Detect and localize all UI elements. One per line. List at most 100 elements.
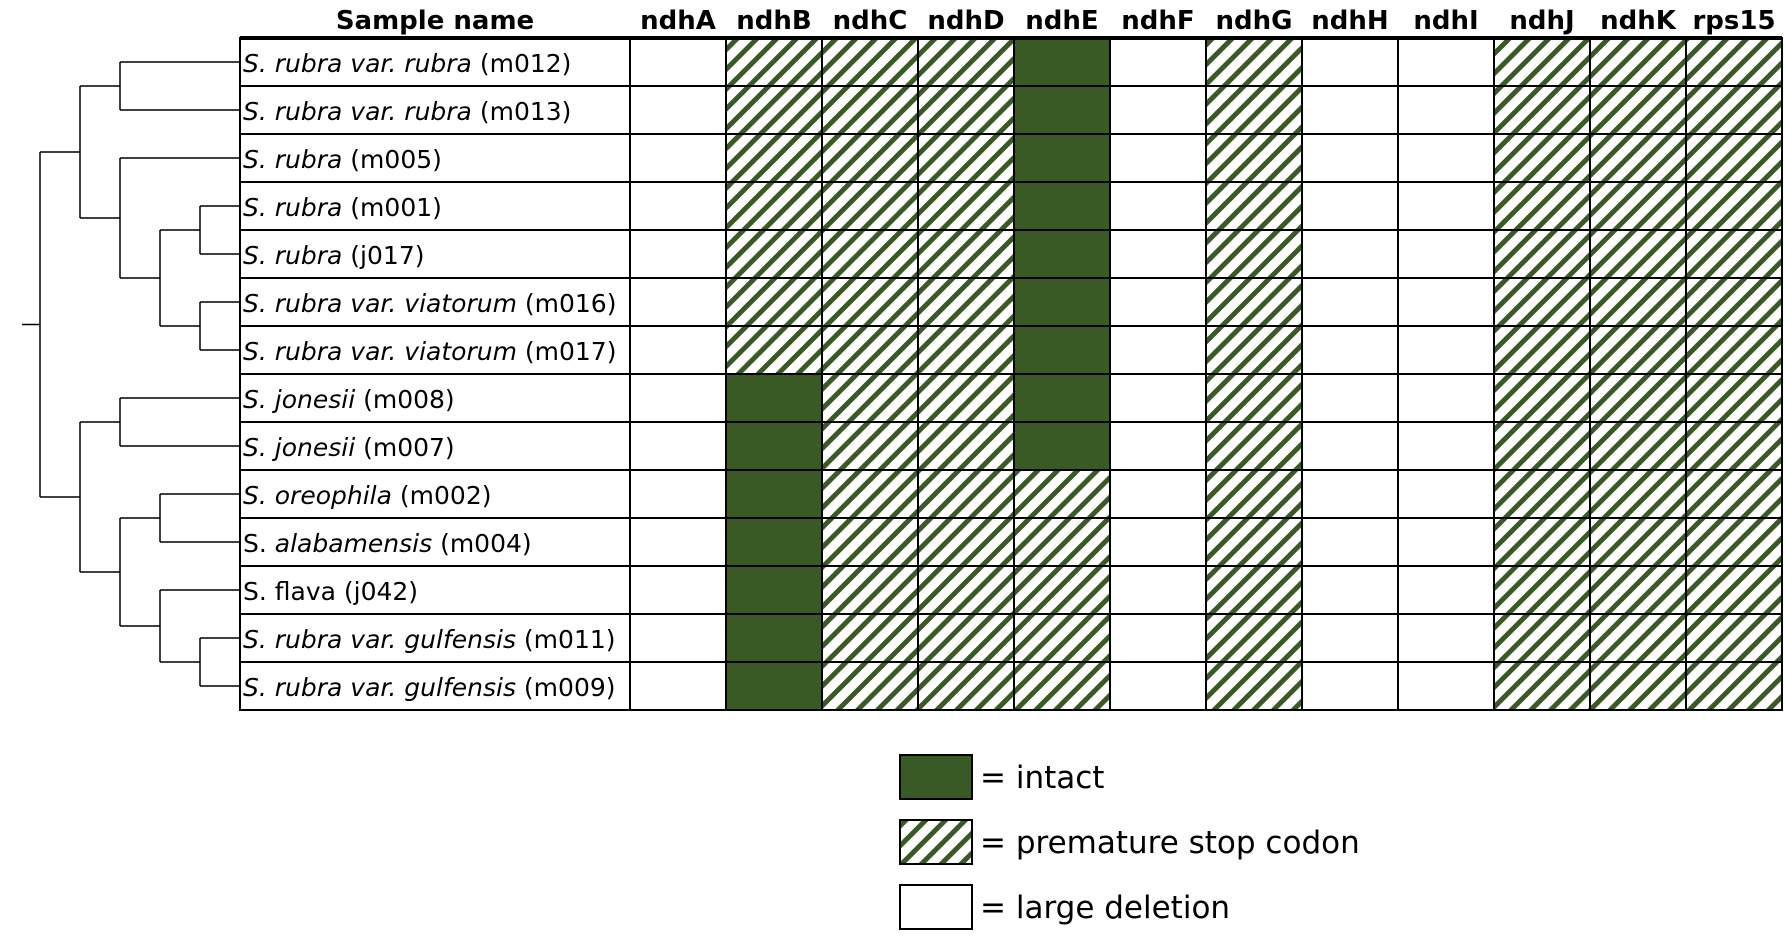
status-cell-ndhI-deletion xyxy=(1397,421,1495,471)
gene-header-ndhJ: ndhJ xyxy=(1509,6,1574,36)
sample-name-cell xyxy=(239,661,631,711)
status-cell-ndhB-stop xyxy=(725,229,823,279)
status-cell-ndhE-intact xyxy=(1013,229,1111,279)
status-cell-ndhG-stop xyxy=(1205,373,1303,423)
sample-name-part: (m004) xyxy=(432,529,532,558)
table-row: S. rubra var. viatorum (m017) xyxy=(239,325,1783,375)
table-row: S. rubra var. rubra (m012) xyxy=(239,37,1783,87)
status-cell-ndhC-stop xyxy=(821,373,919,423)
sample-name-cell xyxy=(239,421,631,471)
status-cell-ndhH-deletion xyxy=(1301,565,1399,615)
status-cell-ndhD-stop xyxy=(917,37,1015,87)
status-cell-ndhC-stop xyxy=(821,661,919,711)
status-cell-ndhD-stop xyxy=(917,661,1015,711)
status-cell-ndhE-intact xyxy=(1013,85,1111,135)
legend-swatch-stop xyxy=(899,819,973,865)
status-cell-rps15-stop xyxy=(1685,229,1783,279)
sample-name-label: S. rubra var. rubra (m013) xyxy=(243,97,571,126)
sample-name-part: S. rubra var. gulfensis xyxy=(243,673,516,702)
status-cell-ndhK-stop xyxy=(1589,469,1687,519)
gene-header-ndhD: ndhD xyxy=(927,6,1004,36)
status-cell-ndhF-deletion xyxy=(1109,565,1207,615)
status-cell-ndhH-deletion xyxy=(1301,277,1399,327)
sample-name-cell xyxy=(239,37,631,87)
legend-item-deletion: = large deletion xyxy=(899,884,1230,930)
table-row: S. oreophila (m002) xyxy=(239,469,1783,519)
status-cell-ndhC-stop xyxy=(821,37,919,87)
sample-name-label: S. rubra (m005) xyxy=(243,145,442,174)
sample-name-cell xyxy=(239,181,631,231)
status-cell-ndhG-stop xyxy=(1205,661,1303,711)
table-row: S. rubra (j017) xyxy=(239,229,1783,279)
status-cell-ndhF-deletion xyxy=(1109,325,1207,375)
status-cell-ndhH-deletion xyxy=(1301,613,1399,663)
sample-name-part: (j017) xyxy=(342,241,424,270)
sample-name-cell xyxy=(239,229,631,279)
sample-name-part: S. rubra var. rubra xyxy=(243,97,472,126)
status-cell-rps15-stop xyxy=(1685,469,1783,519)
status-cell-ndhA-deletion xyxy=(629,325,727,375)
status-cell-ndhA-deletion xyxy=(629,37,727,87)
status-cell-rps15-stop xyxy=(1685,85,1783,135)
status-cell-ndhJ-stop xyxy=(1493,277,1591,327)
status-cell-rps15-stop xyxy=(1685,277,1783,327)
sample-name-part: S. jonesii xyxy=(243,433,355,462)
status-cell-ndhH-deletion xyxy=(1301,661,1399,711)
status-cell-rps15-stop xyxy=(1685,133,1783,183)
status-cell-ndhC-stop xyxy=(821,517,919,567)
gene-header-ndhC: ndhC xyxy=(833,6,908,36)
status-cell-ndhH-deletion xyxy=(1301,181,1399,231)
status-cell-ndhA-deletion xyxy=(629,517,727,567)
gene-header-ndhE: ndhE xyxy=(1025,6,1098,36)
status-cell-ndhI-deletion xyxy=(1397,517,1495,567)
status-cell-ndhH-deletion xyxy=(1301,133,1399,183)
status-cell-ndhJ-stop xyxy=(1493,373,1591,423)
status-cell-ndhG-stop xyxy=(1205,37,1303,87)
status-cell-ndhD-stop xyxy=(917,373,1015,423)
status-cell-ndhD-stop xyxy=(917,325,1015,375)
status-cell-ndhA-deletion xyxy=(629,229,727,279)
status-cell-ndhG-stop xyxy=(1205,421,1303,471)
status-cell-ndhB-intact xyxy=(725,565,823,615)
table-row: S. rubra var. viatorum (m016) xyxy=(239,277,1783,327)
legend-swatch-deletion xyxy=(899,884,973,930)
sample-name-label: S. rubra var. rubra (m012) xyxy=(243,49,571,78)
sample-name-part: alabamensis xyxy=(275,529,432,558)
status-cell-ndhG-stop xyxy=(1205,517,1303,567)
status-cell-ndhK-stop xyxy=(1589,661,1687,711)
status-cell-ndhF-deletion xyxy=(1109,421,1207,471)
sample-name-label: S. jonesii (m008) xyxy=(243,385,455,414)
status-cell-ndhH-deletion xyxy=(1301,469,1399,519)
gene-header-ndhH: ndhH xyxy=(1311,6,1388,36)
sample-name-part: S. flava (j042) xyxy=(243,577,418,606)
status-cell-ndhF-deletion xyxy=(1109,373,1207,423)
status-cell-ndhE-intact xyxy=(1013,373,1111,423)
status-cell-ndhD-stop xyxy=(917,469,1015,519)
sample-name-label: S. rubra (m001) xyxy=(243,193,442,222)
status-cell-ndhG-stop xyxy=(1205,85,1303,135)
status-cell-ndhK-stop xyxy=(1589,325,1687,375)
status-cell-ndhD-stop xyxy=(917,421,1015,471)
status-cell-ndhJ-stop xyxy=(1493,517,1591,567)
status-cell-ndhE-stop xyxy=(1013,613,1111,663)
status-cell-ndhG-stop xyxy=(1205,229,1303,279)
status-cell-ndhA-deletion xyxy=(629,373,727,423)
sample-name-label: S. oreophila (m002) xyxy=(243,481,491,510)
status-cell-ndhA-deletion xyxy=(629,181,727,231)
status-cell-ndhC-stop xyxy=(821,421,919,471)
sample-name-part: (m008) xyxy=(355,385,455,414)
status-cell-ndhH-deletion xyxy=(1301,325,1399,375)
status-cell-rps15-stop xyxy=(1685,517,1783,567)
status-cell-ndhE-stop xyxy=(1013,517,1111,567)
sample-name-part: (m013) xyxy=(472,97,572,126)
status-cell-ndhD-stop xyxy=(917,517,1015,567)
status-cell-ndhF-deletion xyxy=(1109,277,1207,327)
status-cell-rps15-stop xyxy=(1685,37,1783,87)
status-cell-ndhG-stop xyxy=(1205,181,1303,231)
status-cell-ndhB-intact xyxy=(725,373,823,423)
table-row: S. rubra (m001) xyxy=(239,181,1783,231)
status-cell-ndhA-deletion xyxy=(629,469,727,519)
status-cell-ndhA-deletion xyxy=(629,133,727,183)
status-cell-ndhD-stop xyxy=(917,277,1015,327)
status-cell-ndhC-stop xyxy=(821,277,919,327)
